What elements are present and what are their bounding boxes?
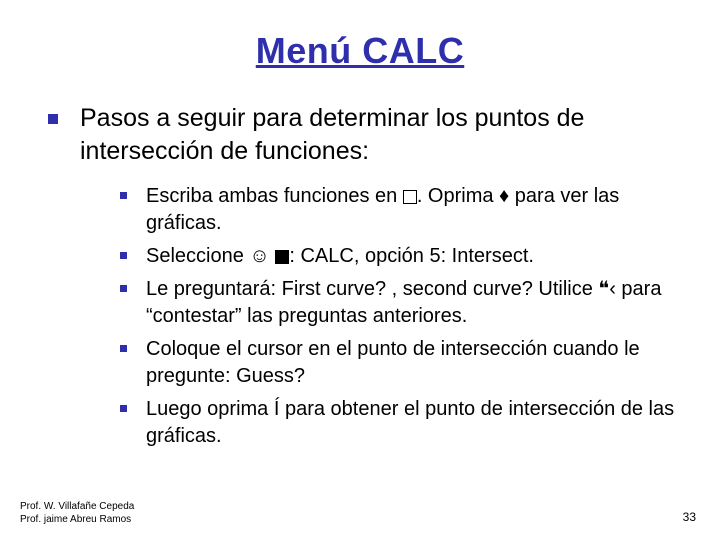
- bullet-post: : CALC, opción 5: Intersect.: [289, 245, 534, 267]
- level2-item: Le preguntará: First curve? , second cur…: [116, 276, 684, 330]
- level2-item: Seleccione ☺ : CALC, opción 5: Intersect…: [116, 243, 684, 270]
- footer: Prof. W. Villafañe Cepeda Prof. jaime Ab…: [20, 501, 134, 526]
- box-icon: [403, 190, 417, 204]
- level1-list: Pasos a seguir para determinar los punto…: [36, 102, 684, 450]
- slide: Menú CALC Pasos a seguir para determinar…: [0, 0, 720, 540]
- bullet-pre: Escriba ambas funciones en: [146, 185, 403, 207]
- level2-list: Escriba ambas funciones en . Oprima ♦ pa…: [80, 183, 684, 450]
- bullet-pre: Luego oprima Í para obtener el punto de …: [146, 398, 674, 447]
- level1-item: Pasos a seguir para determinar los punto…: [44, 102, 684, 450]
- level2-item: Escriba ambas funciones en . Oprima ♦ pa…: [116, 183, 684, 237]
- page-number: 33: [683, 510, 696, 524]
- footer-line1: Prof. W. Villafañe Cepeda: [20, 501, 134, 514]
- bullet-pre: Coloque el cursor en el punto de interse…: [146, 338, 640, 387]
- slide-title: Menú CALC: [36, 30, 684, 72]
- level2-item: Coloque el cursor en el punto de interse…: [116, 336, 684, 390]
- level2-item: Luego oprima Í para obtener el punto de …: [116, 396, 684, 450]
- bullet-pre: Seleccione ☺: [146, 245, 275, 267]
- footer-line2: Prof. jaime Abreu Ramos: [20, 514, 134, 527]
- boxfilled-icon: [275, 250, 289, 264]
- bullet-pre: Le preguntará: First curve? , second cur…: [146, 278, 661, 327]
- level1-text: Pasos a seguir para determinar los punto…: [80, 102, 684, 167]
